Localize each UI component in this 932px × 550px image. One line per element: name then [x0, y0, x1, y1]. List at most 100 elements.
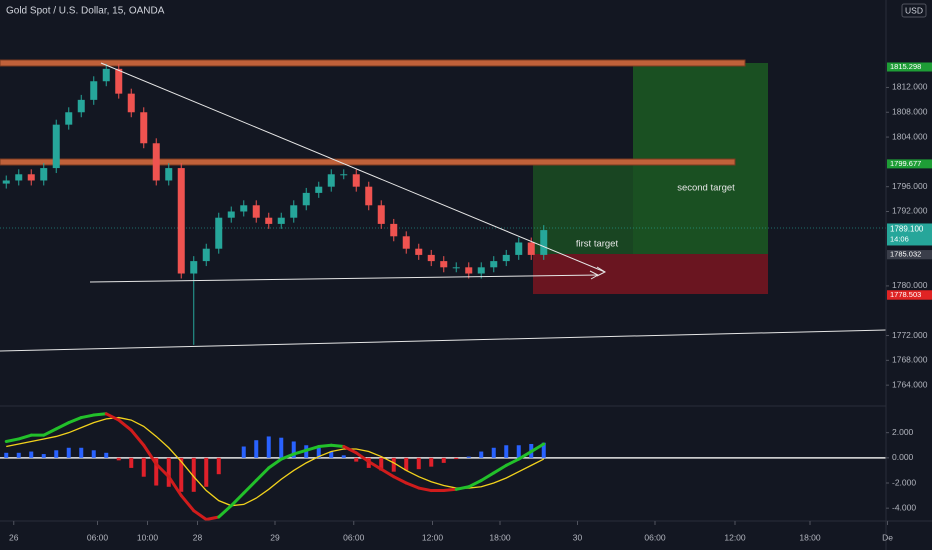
- histogram-bar: [154, 457, 159, 486]
- candle-body: [127, 93, 135, 113]
- candle-body: [277, 217, 285, 224]
- candle-body: [327, 174, 335, 187]
- candle-body: [215, 217, 223, 249]
- x-tick-label: De: [882, 532, 893, 542]
- histogram-bar: [416, 457, 421, 470]
- currency[interactable]: USD: [905, 5, 923, 15]
- candle-body: [40, 168, 48, 181]
- macd-segment: [379, 467, 396, 479]
- macd-segment: [167, 475, 183, 498]
- macd-segment: [54, 421, 71, 431]
- price-badge-label: 1778.503: [890, 290, 921, 299]
- histogram-bar: [454, 457, 459, 460]
- macd-segment: [342, 445, 358, 455]
- macd-segment: [329, 443, 346, 449]
- histogram-bar: [379, 457, 384, 471]
- candle-body: [365, 186, 373, 206]
- x-tick-label: 30: [573, 532, 583, 542]
- currency-badge[interactable]: [901, 3, 927, 18]
- macd-segment: [17, 433, 33, 441]
- y-tick-label: 1808.000: [892, 107, 928, 117]
- histogram-bar: [241, 446, 246, 458]
- trend-line: [0, 329, 887, 352]
- macd-segment: [454, 485, 471, 491]
- price-badge: [887, 159, 932, 169]
- candle-body: [390, 223, 398, 237]
- histogram-bar: [316, 447, 321, 458]
- x-tick-label: 18:00: [799, 532, 821, 542]
- histogram-bar: [466, 456, 471, 458]
- trend-line: [89, 274, 599, 283]
- candle-body: [415, 248, 423, 255]
- candle-body: [90, 81, 98, 100]
- histogram-bar: [266, 436, 271, 458]
- resistance-zone: [0, 158, 736, 166]
- macd-segment: [42, 427, 58, 437]
- histogram-bar: [104, 452, 109, 458]
- y-tick-label: 1764.000: [892, 379, 928, 389]
- histogram-bar: [479, 451, 484, 458]
- macd-segment: [529, 442, 546, 454]
- candle-body: [452, 267, 460, 269]
- histogram-bar: [254, 440, 259, 458]
- x-tick-label: 28: [193, 532, 203, 542]
- trend-line: [100, 62, 606, 273]
- macd-segment: [192, 509, 208, 521]
- loss-zone: [533, 254, 768, 294]
- histogram-bar: [404, 457, 409, 471]
- macd-segment: [129, 428, 146, 447]
- annotation: second target: [677, 183, 735, 194]
- plot: [0, 63, 886, 521]
- macd-segment: [92, 412, 108, 417]
- candle-body: [315, 186, 323, 193]
- candle-body: [227, 211, 235, 218]
- macd-segment: [404, 481, 421, 490]
- histogram-bar: [441, 457, 446, 463]
- macd-segment: [304, 445, 321, 452]
- candle-body: [240, 205, 248, 212]
- candle-body: [540, 230, 548, 255]
- price-badge: [887, 62, 932, 72]
- macd-segment: [117, 418, 133, 432]
- candle-body: [115, 68, 123, 94]
- x-tick-label: 29: [270, 532, 280, 542]
- macd-segment: [179, 494, 196, 513]
- candle-body: [190, 261, 198, 274]
- candle-body: [427, 254, 435, 262]
- x-tick-label: 06:00: [343, 532, 365, 542]
- macd-segment: [354, 451, 371, 464]
- x-tick-label: 12:00: [422, 532, 444, 542]
- histogram-bar: [91, 450, 96, 458]
- macd-segment: [204, 515, 221, 521]
- candle-body: [527, 242, 535, 255]
- annotation: first target: [576, 239, 619, 250]
- candle-body: [65, 112, 73, 125]
- macd-segment: [254, 466, 271, 482]
- symbol-title: Gold Spot / U.S. Dollar, 15, OANDA: [6, 6, 165, 17]
- histogram-bar: [491, 447, 496, 458]
- macd-segment: [442, 487, 458, 493]
- price-badge: [887, 290, 932, 300]
- macd-segment: [142, 443, 158, 466]
- histogram-bar: [41, 454, 46, 458]
- candle-body: [440, 261, 448, 268]
- candle-body: [152, 143, 160, 181]
- x-tick-label: 18:00: [489, 532, 511, 542]
- macd-segment: [467, 478, 483, 489]
- histogram-bar: [29, 451, 34, 458]
- candle-body: [202, 248, 210, 262]
- histogram-bar: [54, 450, 59, 458]
- profit-zone: [533, 165, 633, 254]
- histogram-bar: [129, 457, 134, 468]
- candle-body: [352, 174, 360, 187]
- macd-segment: [79, 413, 96, 420]
- macd-segment: [267, 457, 283, 470]
- histogram-bar: [216, 457, 221, 475]
- histogram-bar: [354, 457, 359, 462]
- candle-body: [2, 180, 10, 184]
- macd-segment: [517, 450, 533, 461]
- last-price-label: 1789.100: [890, 225, 924, 234]
- macd-segment: [417, 486, 433, 493]
- x-tick-label: 06:00: [644, 532, 666, 542]
- macd-segment: [217, 504, 233, 519]
